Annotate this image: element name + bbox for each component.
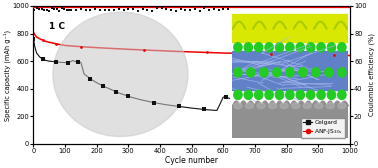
Point (187, 9, 193, 12)
Text: 1 C: 1 C (49, 22, 65, 31)
Point (87, 77, 93, 80)
Point (125, 8, 132, 11)
Point (65, 61, 71, 64)
Point (61, 7, 67, 10)
Point (30, 38, 36, 40)
Point (44, 9, 50, 12)
Point (68, 9, 74, 12)
Point (87, 9, 93, 11)
Point (49, 7, 55, 10)
Point (215, 9, 222, 11)
Point (121, 9, 127, 12)
Point (53, 60, 59, 63)
Point (220, 8, 226, 11)
Point (135, 9, 141, 12)
Point (73, 9, 79, 11)
Point (144, 9, 150, 12)
Point (192, 8, 198, 11)
Y-axis label: Coulombic efficiency (%): Coulombic efficiency (%) (368, 33, 375, 116)
Point (75, 61, 81, 63)
Point (225, 8, 231, 11)
Point (173, 9, 179, 12)
X-axis label: Cycle number: Cycle number (165, 156, 218, 164)
Point (204, 51, 211, 54)
Point (150, 101, 156, 104)
Point (168, 9, 174, 11)
Legend: Celgard, ANF-JS$_{\mathregular{30s}}$: Celgard, ANF-JS$_{\mathregular{30s}}$ (301, 118, 345, 138)
Y-axis label: Specific capacity (mAh g⁻¹): Specific capacity (mAh g⁻¹) (3, 29, 11, 120)
Point (201, 108, 207, 111)
Point (51, 8, 57, 10)
Point (106, 8, 112, 11)
Point (40, 39, 46, 41)
Point (211, 8, 217, 10)
Point (100, 85, 106, 87)
Point (130, 8, 136, 11)
Point (53, 42, 59, 45)
Point (139, 8, 146, 10)
Point (125, 95, 132, 98)
Point (149, 9, 155, 12)
Point (59, 7, 65, 9)
Point (39, 8, 45, 10)
Point (113, 90, 119, 93)
Point (154, 7, 160, 10)
Point (182, 8, 188, 11)
Point (176, 105, 182, 108)
Point (102, 9, 108, 11)
Point (178, 8, 184, 10)
Point (40, 58, 46, 60)
Point (34, 7, 40, 10)
Point (31, 8, 37, 11)
Point (78, 45, 84, 48)
Point (206, 9, 212, 11)
Point (268, 53, 274, 55)
Point (223, 96, 229, 99)
Point (56, 9, 62, 12)
Point (92, 8, 98, 10)
Point (97, 9, 103, 12)
Point (67, 9, 73, 12)
Point (201, 7, 207, 10)
Point (158, 7, 164, 9)
Point (163, 7, 169, 10)
Point (41, 9, 47, 12)
Point (30, 32, 36, 34)
Point (197, 9, 203, 12)
Point (141, 49, 147, 51)
Point (331, 54, 337, 57)
Point (64, 9, 70, 12)
Point (78, 8, 84, 11)
Point (54, 8, 60, 10)
Point (111, 8, 117, 11)
Point (36, 7, 42, 10)
Point (46, 9, 52, 12)
Point (82, 8, 88, 11)
Point (116, 7, 122, 10)
